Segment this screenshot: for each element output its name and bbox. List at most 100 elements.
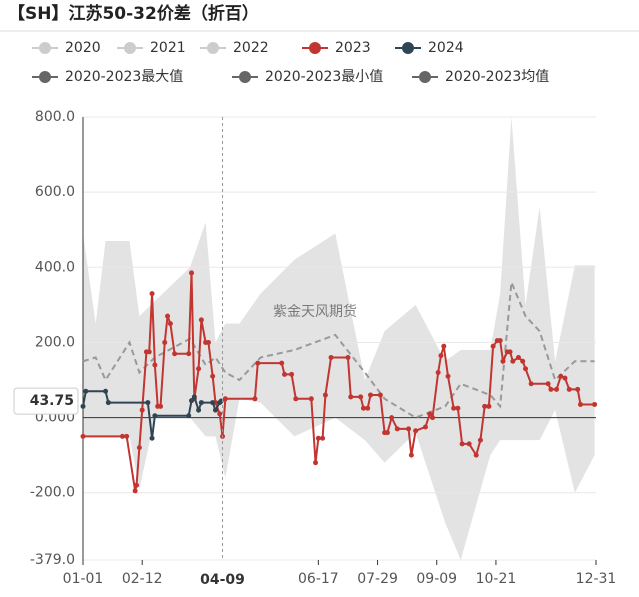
point bbox=[165, 313, 171, 319]
point bbox=[528, 381, 534, 387]
legend-label: 2020 bbox=[65, 40, 101, 56]
pointer-y-box bbox=[13, 387, 79, 415]
point bbox=[328, 354, 334, 360]
point bbox=[365, 405, 371, 411]
point bbox=[255, 360, 261, 366]
point bbox=[222, 396, 228, 402]
point bbox=[146, 349, 152, 355]
watermark: 紫金天风期货 bbox=[273, 303, 357, 320]
legend-icon-dot bbox=[207, 42, 219, 54]
pointer-x-box bbox=[188, 568, 257, 592]
point bbox=[389, 415, 395, 421]
point bbox=[145, 400, 151, 406]
legend-label: 2022 bbox=[233, 40, 269, 56]
point bbox=[427, 411, 433, 417]
point bbox=[360, 405, 366, 411]
legend-icon-dot bbox=[124, 42, 136, 54]
point bbox=[103, 388, 109, 394]
y-tick-label: -379.0 bbox=[30, 552, 75, 568]
point bbox=[548, 386, 554, 392]
legend-icon-dot bbox=[239, 71, 251, 83]
point bbox=[198, 400, 204, 406]
y-tick-label: 400.0 bbox=[35, 259, 75, 275]
x-tick-label: 06-17 bbox=[298, 571, 339, 587]
point bbox=[459, 441, 465, 447]
point bbox=[566, 386, 572, 392]
pointer-x-label: 04-09 bbox=[200, 572, 245, 588]
point bbox=[441, 343, 447, 349]
point bbox=[545, 381, 551, 387]
point bbox=[80, 403, 86, 409]
x-tick-label: 07-29 bbox=[357, 571, 398, 587]
point bbox=[80, 433, 86, 439]
pointer-y-label: 43.75 bbox=[30, 393, 74, 409]
point bbox=[167, 321, 173, 327]
point bbox=[455, 405, 461, 411]
point bbox=[196, 366, 202, 372]
x-tick-label: 01-01 bbox=[63, 571, 104, 587]
point bbox=[345, 354, 351, 360]
legend-label: 2020-2023最大值 bbox=[65, 69, 183, 85]
point bbox=[134, 482, 140, 488]
point bbox=[136, 445, 142, 451]
point bbox=[451, 405, 457, 411]
y-tick-label: 600.0 bbox=[35, 184, 75, 200]
point bbox=[198, 317, 204, 323]
point bbox=[520, 358, 526, 364]
point bbox=[191, 394, 197, 400]
point bbox=[422, 424, 428, 430]
point bbox=[293, 396, 299, 402]
point bbox=[158, 403, 164, 409]
point bbox=[348, 394, 354, 400]
legend-label: 2024 bbox=[428, 40, 464, 56]
point bbox=[279, 360, 285, 366]
point bbox=[189, 270, 195, 276]
point bbox=[152, 362, 158, 368]
range-area bbox=[83, 398, 595, 560]
point bbox=[482, 403, 488, 409]
point bbox=[466, 441, 472, 447]
legend-icon-dot bbox=[309, 42, 321, 54]
point bbox=[575, 386, 581, 392]
point bbox=[162, 339, 168, 345]
x-tick-label: 02-12 bbox=[122, 571, 163, 587]
y-tick-label: -200.0 bbox=[30, 485, 75, 501]
point bbox=[577, 401, 583, 407]
point bbox=[486, 403, 492, 409]
point bbox=[124, 433, 130, 439]
y-tick-label: 200.0 bbox=[35, 334, 75, 350]
point bbox=[490, 343, 496, 349]
y-tick-label: 800.0 bbox=[35, 109, 75, 125]
point bbox=[196, 407, 202, 413]
point bbox=[445, 373, 451, 379]
point bbox=[186, 413, 192, 419]
point bbox=[507, 349, 513, 355]
point bbox=[139, 407, 145, 413]
point bbox=[252, 396, 258, 402]
point bbox=[384, 430, 390, 436]
legend-icon-dot bbox=[419, 71, 431, 83]
point bbox=[282, 371, 288, 377]
x-tick-label: 12-31 bbox=[576, 571, 617, 587]
point bbox=[186, 351, 192, 357]
point bbox=[592, 401, 598, 407]
point bbox=[315, 435, 321, 441]
point bbox=[558, 373, 564, 379]
point bbox=[289, 371, 295, 377]
point bbox=[473, 452, 479, 458]
point bbox=[477, 437, 483, 443]
point bbox=[322, 392, 328, 398]
legend-icon-dot bbox=[402, 42, 414, 54]
point bbox=[406, 426, 412, 432]
point bbox=[105, 400, 111, 406]
point bbox=[562, 375, 568, 381]
point bbox=[408, 452, 414, 458]
legend-icon-dot bbox=[39, 42, 51, 54]
point bbox=[500, 358, 506, 364]
legend-icon-dot bbox=[39, 71, 51, 83]
point bbox=[149, 435, 155, 441]
point bbox=[149, 291, 155, 297]
legend-label: 2021 bbox=[150, 40, 186, 56]
point bbox=[212, 407, 218, 413]
